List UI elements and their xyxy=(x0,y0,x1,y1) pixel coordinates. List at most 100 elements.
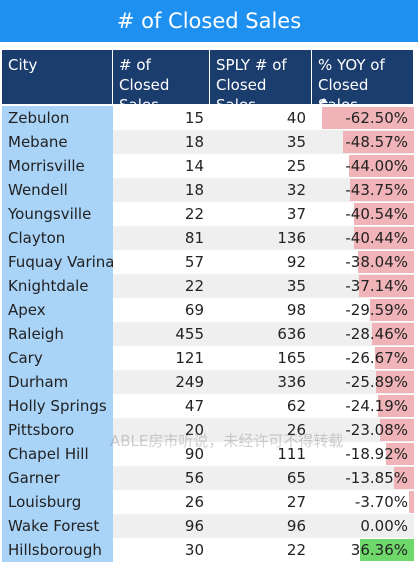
yoy-cell: -43.75% xyxy=(345,181,408,199)
closed-cell: 20 xyxy=(113,418,210,442)
sply-cell: 26 xyxy=(210,418,312,442)
city-cell: Durham xyxy=(2,370,113,394)
closed-cell: 30 xyxy=(113,538,210,562)
data-bar xyxy=(375,371,414,393)
data-bar xyxy=(380,419,414,441)
closed-cell: 121 xyxy=(113,346,210,370)
closed-cell: 26 xyxy=(113,490,210,514)
data-bar xyxy=(354,227,414,249)
city-cell: Knightdale xyxy=(2,274,113,298)
closed-cell: 22 xyxy=(113,274,210,298)
city-cell: Wake Forest xyxy=(2,514,113,538)
data-bar xyxy=(360,539,414,561)
sply-cell: 165 xyxy=(210,346,312,370)
sply-cell: 32 xyxy=(210,178,312,202)
sply-cell: 40 xyxy=(210,106,312,130)
closed-cell: 18 xyxy=(113,130,210,154)
closed-cell: 14 xyxy=(113,154,210,178)
yoy-cell: -40.54% xyxy=(345,205,408,223)
column-header: SPLY # of Closed Sales xyxy=(210,50,312,114)
sply-cell: 636 xyxy=(210,322,312,346)
sply-cell: 98 xyxy=(210,298,312,322)
yoy-cell: -48.57% xyxy=(345,133,408,151)
yoy-cell: -40.44% xyxy=(345,229,408,247)
yoy-cell: -3.70% xyxy=(354,493,408,511)
data-bar xyxy=(358,251,414,273)
closed-cell: 18 xyxy=(113,178,210,202)
data-bar xyxy=(408,491,414,513)
yoy-cell: -44.00% xyxy=(345,157,408,175)
yoy-cell: 0.00% xyxy=(360,517,408,535)
data-bar xyxy=(354,203,414,225)
city-cell: Fuquay Varina xyxy=(2,250,113,274)
city-cell: Youngsville xyxy=(2,202,113,226)
city-cell: Wendell xyxy=(2,178,113,202)
data-bar xyxy=(359,275,414,297)
city-cell: Chapel Hill xyxy=(2,442,113,466)
sply-cell: 111 xyxy=(210,442,312,466)
yoy-cell: -26.67% xyxy=(345,349,408,367)
data-bar xyxy=(386,443,414,465)
sply-cell: 22 xyxy=(210,538,312,562)
column-header: City xyxy=(2,50,113,104)
city-cell: Mebane xyxy=(2,130,113,154)
column-header: % YOY of Closed Sales xyxy=(312,50,414,114)
city-cell: Pittsboro xyxy=(2,418,113,442)
closed-cell: 69 xyxy=(113,298,210,322)
yoy-cell: -23.08% xyxy=(345,421,408,439)
yoy-bg xyxy=(312,514,414,538)
data-bar xyxy=(378,395,414,417)
watermark: ABLE房市听说，未经许可不得转载 xyxy=(110,432,344,450)
closed-cell: 57 xyxy=(113,250,210,274)
sply-cell: 65 xyxy=(210,466,312,490)
sply-cell: 35 xyxy=(210,130,312,154)
yoy-bg xyxy=(312,490,414,514)
yoy-cell: -37.14% xyxy=(345,277,408,295)
closed-cell: 455 xyxy=(113,322,210,346)
sply-cell: 336 xyxy=(210,370,312,394)
sply-cell: 136 xyxy=(210,226,312,250)
sply-cell: 37 xyxy=(210,202,312,226)
closed-cell: 47 xyxy=(113,394,210,418)
city-cell: Morrisville xyxy=(2,154,113,178)
city-cell: Hillsborough xyxy=(2,538,113,562)
yoy-cell: -28.46% xyxy=(345,325,408,343)
sply-cell: 25 xyxy=(210,154,312,178)
yoy-cell: -24.19% xyxy=(345,397,408,415)
city-cell: Raleigh xyxy=(2,322,113,346)
title: # of Closed Sales xyxy=(0,0,418,42)
sply-cell: 27 xyxy=(210,490,312,514)
data-bar xyxy=(374,347,414,369)
closed-cell: 56 xyxy=(113,466,210,490)
data-bar xyxy=(372,323,414,345)
city-cell: Apex xyxy=(2,298,113,322)
sort-indicator xyxy=(320,98,328,103)
city-cell: Garner xyxy=(2,466,113,490)
city-cell: Holly Springs xyxy=(2,394,113,418)
data-bar xyxy=(349,155,414,177)
city-cell: Clayton xyxy=(2,226,113,250)
yoy-cell: -25.89% xyxy=(345,373,408,391)
yoy-cell: 36.36% xyxy=(350,541,408,559)
data-bar xyxy=(393,467,414,489)
city-cell: Cary xyxy=(2,346,113,370)
closed-cell: 249 xyxy=(113,370,210,394)
city-cell: Louisburg xyxy=(2,490,113,514)
city-cell: Zebulon xyxy=(2,106,113,130)
closed-cell: 81 xyxy=(113,226,210,250)
closed-cell: 22 xyxy=(113,202,210,226)
column-header: # of Closed Sales xyxy=(113,50,210,114)
sply-cell: 96 xyxy=(210,514,312,538)
yoy-cell: -13.85% xyxy=(345,469,408,487)
data-bar xyxy=(342,131,414,153)
data-bar xyxy=(322,107,414,129)
yoy-cell: -29.59% xyxy=(345,301,408,319)
data-bar xyxy=(370,299,414,321)
yoy-cell: -38.04% xyxy=(345,253,408,271)
yoy-cell: -18.92% xyxy=(345,445,408,463)
closed-cell: 15 xyxy=(113,106,210,130)
closed-cell: 90 xyxy=(113,442,210,466)
sply-cell: 35 xyxy=(210,274,312,298)
yoy-cell: -62.50% xyxy=(345,109,408,127)
sply-cell: 92 xyxy=(210,250,312,274)
